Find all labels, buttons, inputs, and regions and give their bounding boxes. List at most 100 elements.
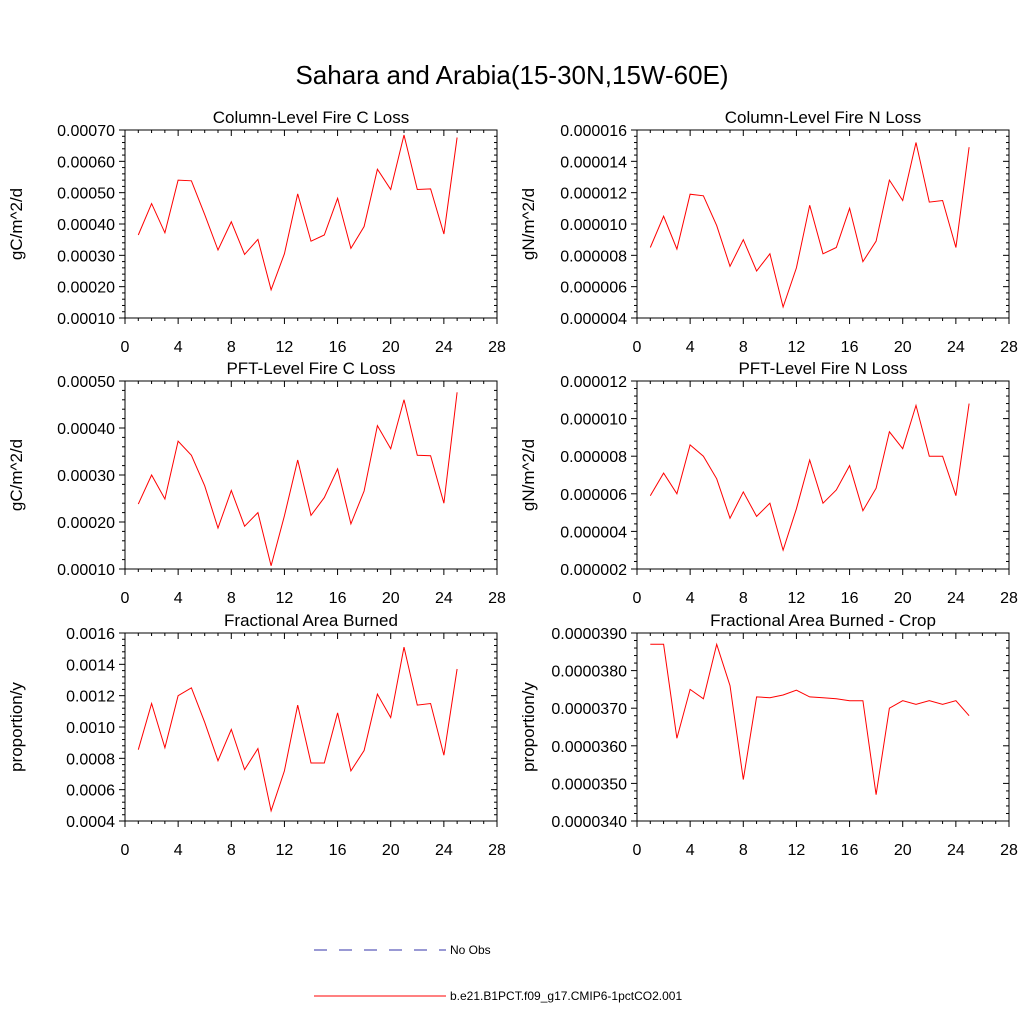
panel-3-xtick-label: 20 bbox=[382, 590, 400, 607]
panel-6-frame bbox=[636, 632, 1010, 822]
panel-5-xtick-label: 12 bbox=[276, 842, 294, 859]
panel-5-ytick-label: 0.0004 bbox=[66, 814, 115, 831]
panel-5: Fractional Area Burned 0 4 8 12 16 20 24 28 0.000… bbox=[7, 611, 506, 859]
panel-1-ytick-label: 0.00020 bbox=[57, 280, 115, 297]
panel-3-xtick-label: 0 bbox=[121, 590, 130, 607]
panel-3-xtick-label: 12 bbox=[276, 590, 294, 607]
panel-2-xtick-label: 0 bbox=[633, 339, 642, 356]
panel-1-ytick-label: 0.00060 bbox=[57, 154, 115, 171]
panel-6-xtick-label: 16 bbox=[841, 842, 859, 859]
panel-2-xtick-label: 24 bbox=[947, 339, 965, 356]
panel-2-ytick-label: 0.000016 bbox=[560, 123, 627, 140]
panel-2-ytick-label: 0.000014 bbox=[560, 154, 627, 171]
panel-5-xtick-label: 28 bbox=[488, 842, 506, 859]
panel-1-ytick-label: 0.00010 bbox=[57, 311, 115, 328]
legend-no-obs-label: No Obs bbox=[450, 943, 491, 957]
panel-3-xtick-label: 28 bbox=[488, 590, 506, 607]
panel-2-ylabel: gN/m^2/d bbox=[519, 188, 538, 260]
panel-2-xtick-label: 20 bbox=[894, 339, 912, 356]
panel-5-series-line bbox=[137, 646, 458, 813]
panel-1-xtick-label: 4 bbox=[174, 339, 183, 356]
panel-5-xtick-label: 8 bbox=[227, 842, 236, 859]
legend: No Obs b.e21.B1PCT.f09_g17.CMIP6-1pctCO2… bbox=[314, 943, 682, 1003]
panel-3-xtick-label: 8 bbox=[227, 590, 236, 607]
panel-1-ylabel: gC/m^2/d bbox=[7, 188, 26, 260]
panel-6-xtick-label: 4 bbox=[686, 842, 695, 859]
panel-6-xtick-label: 28 bbox=[1000, 842, 1018, 859]
panel-1-series-line bbox=[137, 134, 458, 292]
panel-2-ytick-label: 0.000004 bbox=[560, 311, 627, 328]
panel-6-ytick-label: 0.0000340 bbox=[551, 814, 627, 831]
panel-4-ytick-label: 0.000010 bbox=[560, 412, 627, 429]
panel-5-xtick-label: 0 bbox=[121, 842, 130, 859]
panel-1-xtick-label: 20 bbox=[382, 339, 400, 356]
panel-5-xtick-label: 16 bbox=[329, 842, 347, 859]
panel-6-title: Fractional Area Burned - Crop bbox=[710, 611, 936, 630]
panel-1-xtick-label: 16 bbox=[329, 339, 347, 356]
panel-2-ytick-label: 0.000012 bbox=[560, 186, 627, 203]
panel-1-xtick-label: 24 bbox=[435, 339, 453, 356]
panel-4-xtick-label: 8 bbox=[739, 590, 748, 607]
panel-2-xtick-label: 16 bbox=[841, 339, 859, 356]
panel-3: PFT-Level Fire C Loss 0 4 8 12 16 20 24 28 0.0001… bbox=[7, 359, 506, 607]
panel-4-ytick-label: 0.000008 bbox=[560, 449, 627, 466]
panel-4-xtick-label: 20 bbox=[894, 590, 912, 607]
panel-1-xtick-label: 0 bbox=[121, 339, 130, 356]
panel-3-ytick-label: 0.00020 bbox=[57, 515, 115, 532]
panel-1-xtick-label: 8 bbox=[227, 339, 236, 356]
panel-4-xtick-label: 4 bbox=[686, 590, 695, 607]
panel-5-ytick-label: 0.0014 bbox=[66, 657, 115, 674]
panel-1-ytick-label: 0.00070 bbox=[57, 123, 115, 140]
panel-1-title: Column-Level Fire C Loss bbox=[213, 108, 410, 127]
panel-5-xtick-label: 24 bbox=[435, 842, 453, 859]
panel-2-xtick-label: 4 bbox=[686, 339, 695, 356]
page-title: Sahara and Arabia(15-30N,15W-60E) bbox=[295, 60, 728, 90]
panel-3-frame bbox=[124, 380, 498, 570]
panel-6-ytick-label: 0.0000390 bbox=[551, 626, 627, 643]
panel-5-ytick-label: 0.0012 bbox=[66, 689, 115, 706]
panel-3-xtick-label: 4 bbox=[174, 590, 183, 607]
panel-4-ylabel: gN/m^2/d bbox=[519, 439, 538, 511]
panel-2-ytick-label: 0.000006 bbox=[560, 280, 627, 297]
panel-3-title: PFT-Level Fire C Loss bbox=[226, 359, 395, 378]
panel-2-xtick-label: 12 bbox=[788, 339, 806, 356]
panel-1-ytick-label: 0.00050 bbox=[57, 186, 115, 203]
panel-1: Column-Level Fire C Loss 0 4 8 12 16 20 24 28 0.0… bbox=[7, 108, 506, 356]
panel-6-xtick-label: 12 bbox=[788, 842, 806, 859]
panel-1-xtick-label: 12 bbox=[276, 339, 294, 356]
panel-4-frame bbox=[636, 380, 1010, 570]
panel-6-ytick-label: 0.0000350 bbox=[551, 776, 627, 793]
panel-4-ytick-label: 0.000004 bbox=[560, 524, 627, 541]
panel-6-ylabel: proportion/y bbox=[519, 682, 538, 772]
panel-3-xtick-label: 16 bbox=[329, 590, 347, 607]
chart-panels: Column-Level Fire C Loss 0 4 8 12 16 20 24 28 0.0… bbox=[7, 108, 1018, 859]
panel-4-ytick-label: 0.000012 bbox=[560, 374, 627, 391]
panel-6-ytick-label: 0.0000360 bbox=[551, 739, 627, 756]
panel-5-xtick-label: 4 bbox=[174, 842, 183, 859]
panel-4-title: PFT-Level Fire N Loss bbox=[738, 359, 907, 378]
panel-4-xtick-label: 16 bbox=[841, 590, 859, 607]
panel-2-xtick-label: 28 bbox=[1000, 339, 1018, 356]
panel-4-ytick-label: 0.000002 bbox=[560, 562, 627, 579]
panel-6-series-line bbox=[650, 642, 970, 795]
panel-3-xtick-label: 24 bbox=[435, 590, 453, 607]
panel-6: Fractional Area Burned - Crop 0 4 8 12 16 20 24… bbox=[519, 611, 1018, 859]
panel-1-ytick-label: 0.00030 bbox=[57, 248, 115, 265]
panel-4-xtick-label: 12 bbox=[788, 590, 806, 607]
panel-2-title: Column-Level Fire N Loss bbox=[725, 108, 922, 127]
panel-5-ytick-label: 0.0006 bbox=[66, 783, 115, 800]
panel-6-ytick-label: 0.0000380 bbox=[551, 664, 627, 681]
panel-4-xtick-label: 28 bbox=[1000, 590, 1018, 607]
panel-3-ytick-label: 0.00030 bbox=[57, 468, 115, 485]
panel-3-ytick-label: 0.00010 bbox=[57, 562, 115, 579]
panel-1-ytick-label: 0.00040 bbox=[57, 217, 115, 234]
panel-5-ytick-label: 0.0010 bbox=[66, 720, 115, 737]
panel-4-series-line bbox=[649, 403, 970, 552]
panel-3-series-line bbox=[137, 392, 458, 566]
panel-4-xtick-label: 24 bbox=[947, 590, 965, 607]
panel-6-ytick-label: 0.0000370 bbox=[551, 701, 627, 718]
panel-2-xtick-label: 8 bbox=[739, 339, 748, 356]
panel-6-xtick-label: 20 bbox=[894, 842, 912, 859]
panel-4-ytick-label: 0.000006 bbox=[560, 487, 627, 504]
panel-4-xtick-label: 0 bbox=[633, 590, 642, 607]
